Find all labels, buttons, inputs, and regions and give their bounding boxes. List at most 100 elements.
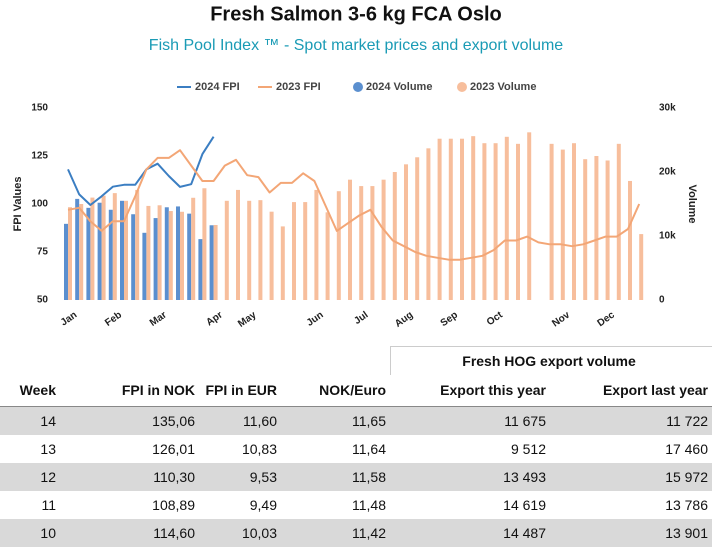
bar [572, 143, 576, 300]
group-header-row: Fresh HOG export volume [0, 346, 712, 375]
column-header: NOK/Euro [281, 374, 390, 407]
table-cell: 11,48 [352, 496, 386, 513]
bar [90, 197, 95, 300]
table-row: 12 110,30 9,53 11,58 13 493 15 972 [0, 462, 712, 491]
bar [97, 202, 102, 300]
legend-label: 2024 FPI [195, 81, 240, 93]
table-row: 14 135,06 11,60 11,65 11 675 11 722 [0, 406, 712, 435]
y2-tick-label: 20k [659, 167, 676, 178]
y2-tick-label: 10k [659, 231, 676, 242]
column-header: FPI in NOK [60, 374, 199, 407]
header-row: Week FPI in NOK FPI in EUR NOK/Euro Export t… [0, 374, 712, 407]
bar [628, 180, 632, 300]
bar [527, 132, 532, 300]
bar [164, 207, 169, 300]
x-tick-label: Mar [148, 310, 169, 329]
table-cell: 11,58 [281, 462, 390, 491]
bar [583, 159, 588, 300]
table-cell: 10,83 [241, 440, 277, 457]
table-cell: 108,89 [152, 496, 195, 513]
bar [437, 138, 442, 300]
table-cell: 110,30 [60, 462, 199, 491]
table-body: Fresh HOG export volume Week FPI in NOK FPI… [0, 346, 712, 547]
bar [79, 204, 84, 300]
bar [198, 239, 203, 300]
table-cell: 9,53 [199, 462, 281, 491]
bar [247, 200, 252, 300]
bar [112, 193, 117, 300]
bar [460, 138, 464, 300]
table-cell: 135,06 [60, 406, 199, 435]
table-cell: 11,64 [352, 440, 386, 457]
table-cell: 11 [41, 496, 56, 513]
bar [124, 200, 128, 300]
legend-swatch [457, 82, 467, 92]
table-cell: 13 [40, 440, 56, 457]
bar [146, 205, 151, 300]
table-cell: 9,49 [249, 496, 277, 513]
column-header: FPI in EUR [199, 374, 281, 407]
x-tick-label: Jun [305, 310, 326, 329]
bar [120, 200, 124, 300]
bar [415, 157, 420, 300]
x-tick-label: Oct [485, 309, 506, 328]
y-tick-label: 50 [37, 295, 49, 306]
bar [68, 207, 72, 300]
y2-tick-label: 0 [659, 295, 665, 306]
bar [280, 226, 285, 300]
bar [616, 143, 621, 300]
bar [202, 188, 207, 300]
bar [303, 202, 308, 300]
column-header: Export last year [550, 374, 712, 407]
bar [131, 214, 136, 300]
legend-label: 2024 Volume [366, 81, 432, 93]
table-cell: 11 722 [550, 406, 712, 435]
y2-axis-label: Volume [686, 185, 698, 224]
y-tick-label: 125 [31, 151, 48, 162]
bar [213, 224, 218, 300]
bar [157, 205, 162, 300]
bar [370, 186, 375, 300]
y-tick-label: 100 [31, 199, 48, 210]
chart: Fresh Salmon 3-6 kg FCA Oslo Fish Pool I… [12, 3, 698, 330]
bar [142, 232, 147, 300]
bar [381, 179, 386, 300]
y-tick-label: 75 [37, 247, 49, 258]
legend-swatch [353, 82, 363, 92]
bar [426, 148, 431, 300]
x-tick-label: Jan [59, 310, 79, 329]
bar [75, 198, 80, 300]
x-tick-label: May [236, 309, 259, 329]
table-cell: 11 675 [390, 406, 550, 435]
table-cell: 13 901 [550, 518, 712, 547]
table-cell: 13 493 [390, 462, 550, 491]
bar [359, 186, 364, 300]
table-cell: 9 512 [510, 440, 546, 457]
table-cell: 17 460 [665, 440, 709, 457]
table-cell: 14 619 [503, 496, 546, 513]
bar [504, 136, 509, 300]
bar [493, 143, 498, 300]
bar [64, 223, 68, 300]
y-tick-label: 150 [31, 103, 48, 114]
x-tick-label: Aug [393, 310, 415, 330]
table-cell: 10 [0, 518, 60, 547]
table-cell: 14 [0, 406, 60, 435]
bar [392, 172, 397, 300]
table-row: 10 114,60 10,03 11,42 14 487 13 901 [0, 518, 712, 547]
bar [269, 211, 274, 300]
blank-cell [0, 347, 390, 375]
group-header: Fresh HOG export volume [389, 346, 712, 375]
bar [209, 225, 214, 300]
x-tick-label: Nov [550, 309, 572, 329]
table-cell: 15 972 [550, 462, 712, 491]
y2-tick-label: 30k [659, 103, 676, 114]
table-row: 13 126,01 10,83 11,64 9 512 17 460 [0, 435, 712, 463]
bar [236, 189, 240, 300]
y-axis-label: FPI Values [12, 176, 24, 231]
bar [187, 213, 192, 300]
bar [108, 209, 113, 300]
x-tick-label: Sep [439, 310, 460, 330]
bar [560, 149, 565, 300]
bar [549, 143, 554, 300]
